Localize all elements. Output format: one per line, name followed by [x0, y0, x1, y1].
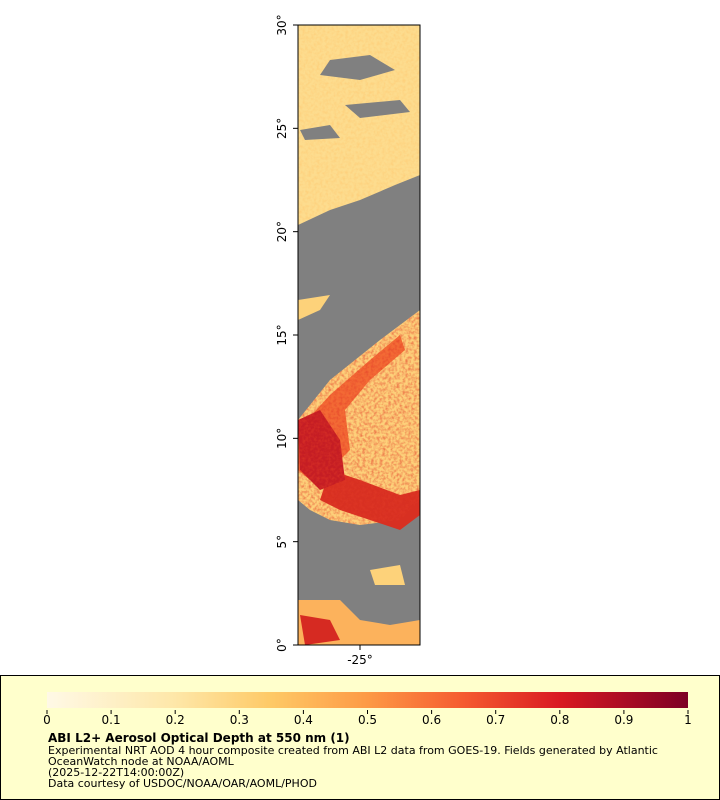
- colorbar-tick-label: 0.6: [422, 713, 441, 727]
- lon-tick-label: -25°: [347, 653, 373, 667]
- colorbar-tick-label: 0.2: [166, 713, 185, 727]
- legend-line: (2025-12-22T14:00:00Z): [48, 766, 184, 779]
- colorbar-tick-label: 0.5: [358, 713, 377, 727]
- lat-tick-label: 20°: [275, 221, 289, 242]
- colorbar-tick-label: 0.3: [230, 713, 249, 727]
- legend-title: ABI L2+ Aerosol Optical Depth at 550 nm …: [48, 731, 350, 745]
- colorbar-tick-label: 0: [43, 713, 51, 727]
- lat-tick-label: 10°: [275, 428, 289, 449]
- colorbar-tick-label: 0.7: [486, 713, 505, 727]
- colorbar-axis: 0 0.1 0.2 0.3 0.4 0.5 0.6 0.7 0.8 0.9 1: [43, 710, 692, 727]
- colorbar-tick-label: 0.9: [614, 713, 633, 727]
- legend-line: OceanWatch node at NOAA/AOML: [48, 755, 235, 768]
- lat-tick-label: 30°: [275, 14, 289, 35]
- colorbar: [47, 692, 688, 708]
- map-axes: 0° 5° 10° 15° 20° 25° 30° -25°: [275, 14, 373, 667]
- colorbar-tick-label: 0.4: [294, 713, 313, 727]
- colorbar-tick-label: 1: [684, 713, 692, 727]
- lat-tick-label: 0°: [275, 638, 289, 652]
- lat-tick-label: 25°: [275, 118, 289, 139]
- colorbar-tick-label: 0.8: [550, 713, 569, 727]
- lat-tick-label: 15°: [275, 324, 289, 345]
- map-image: [298, 25, 420, 645]
- lat-tick-label: 5°: [275, 535, 289, 549]
- legend-line: Data courtesy of USDOC/NOAA/OAR/AOML/PHO…: [48, 777, 317, 790]
- colorbar-tick-label: 0.1: [102, 713, 121, 727]
- legend-line: Experimental NRT AOD 4 hour composite cr…: [48, 744, 658, 757]
